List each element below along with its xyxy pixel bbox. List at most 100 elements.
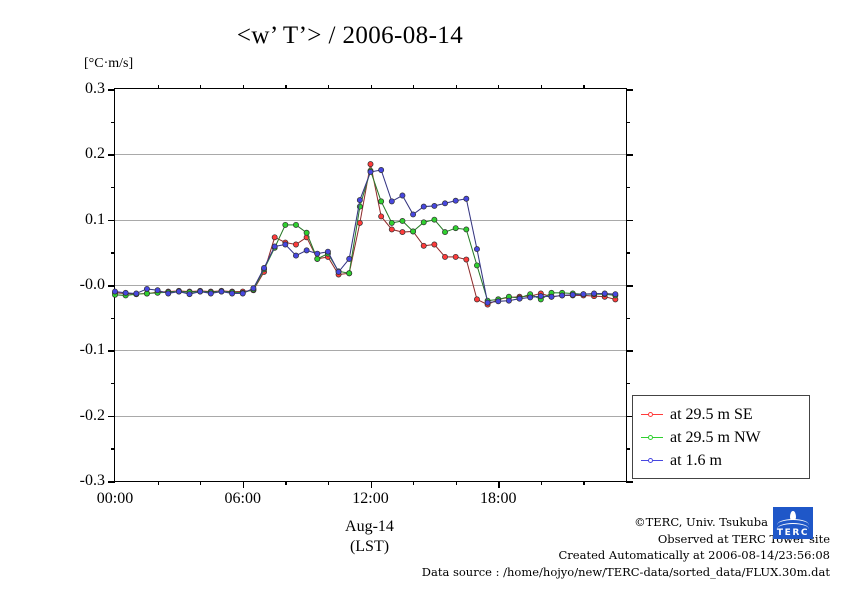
- data-point-marker: [261, 265, 267, 271]
- x-axis-minor-tick: [285, 85, 287, 89]
- data-point-marker: [420, 219, 427, 226]
- y-axis-tick: [626, 481, 633, 483]
- legend-point-marker: [648, 411, 653, 417]
- data-point-marker: [133, 290, 140, 297]
- data-point-marker: [431, 216, 438, 223]
- data-point-marker: [569, 291, 576, 298]
- data-point-marker: [399, 218, 406, 224]
- data-point-marker: [367, 169, 374, 175]
- gridline: [115, 154, 626, 156]
- x-axis-minor-tick: [540, 481, 543, 485]
- data-point-marker: [154, 287, 161, 294]
- x-axis-minor-tick: [498, 85, 500, 89]
- y-axis-tick: [626, 154, 633, 156]
- data-point-marker: [442, 229, 448, 236]
- data-point-marker: [388, 226, 395, 233]
- data-point-marker: [442, 253, 448, 260]
- data-series: [112, 167, 619, 306]
- wave-line-icon: [777, 523, 809, 529]
- x-axis-minor-tick: [413, 481, 415, 485]
- data-point-marker: [463, 195, 470, 202]
- data-point-marker: [463, 226, 470, 233]
- gridline: [115, 415, 626, 417]
- data-point-marker: [431, 241, 438, 248]
- footer-observed-at: Observed at TERC Tower site: [657, 531, 830, 546]
- y-axis-tick-label: -0.0: [79, 276, 105, 293]
- y-axis-tick: [108, 154, 115, 156]
- y-axis-tick-label: -0.1: [79, 341, 105, 359]
- data-point-marker: [282, 241, 289, 248]
- x-axis-label-date: Aug-14: [345, 518, 394, 535]
- data-series-layer: [112, 161, 619, 308]
- x-axis-minor-tick: [157, 481, 159, 485]
- y-axis-minor-tick: [626, 317, 630, 319]
- y-axis-tick: [626, 219, 633, 222]
- data-point-marker: [271, 234, 278, 241]
- y-axis-minor-tick: [626, 187, 630, 189]
- y-axis-minor-tick: [626, 383, 630, 385]
- data-point-marker: [591, 290, 598, 297]
- data-point-marker: [527, 294, 534, 301]
- data-point-marker: [324, 248, 331, 255]
- gridline: [115, 219, 626, 221]
- data-point-marker: [122, 289, 129, 296]
- x-axis-minor-tick: [327, 85, 330, 89]
- x-axis-minor-tick: [455, 85, 457, 89]
- y-axis-tick-label: 0.2: [85, 145, 105, 163]
- x-axis-label-timezone: (LST): [349, 538, 390, 555]
- legend-marker-icon: [641, 456, 663, 466]
- data-point-marker: [378, 167, 385, 173]
- data-point-marker: [580, 291, 587, 298]
- terc-logo-icon: TERC: [773, 507, 813, 539]
- x-axis-tick: [498, 481, 500, 488]
- data-point-marker: [612, 291, 619, 298]
- x-axis-minor-tick: [583, 481, 585, 485]
- wave-line-icon: [777, 519, 809, 525]
- footer: ©TERC, Univ. Tsukuba Observed at TERC To…: [360, 514, 830, 580]
- footer-copyright: ©TERC, Univ. Tsukuba: [634, 515, 768, 529]
- data-point-marker: [112, 288, 118, 295]
- data-point-marker: [495, 298, 502, 305]
- data-point-marker: [378, 198, 385, 205]
- legend-point-marker: [648, 434, 653, 440]
- y-axis-minor-tick: [626, 448, 630, 450]
- data-point-marker: [335, 268, 342, 275]
- legend-item-label: at 1.6 m: [670, 451, 722, 469]
- data-point-marker: [463, 256, 470, 263]
- data-point-marker: [356, 197, 363, 204]
- x-axis-minor-tick: [285, 481, 287, 485]
- gridline: [115, 285, 626, 286]
- data-point-marker: [516, 295, 523, 302]
- data-point-marker: [537, 293, 544, 300]
- x-axis-minor-tick: [413, 85, 415, 89]
- data-point-marker: [505, 297, 512, 304]
- x-axis-caption: Aug-14 (LST): [114, 517, 625, 557]
- y-axis-minor-tick: [626, 252, 630, 254]
- y-axis-unit-label: [°C·m/s]: [84, 56, 134, 71]
- x-axis-minor-tick: [242, 85, 244, 89]
- water-drop-icon: [790, 511, 796, 520]
- data-point-marker: [367, 161, 374, 168]
- data-point-marker: [452, 253, 459, 260]
- footer-data-source: Data source : /home/hojyo/new/TERC-data/…: [421, 564, 830, 579]
- data-point-marker: [282, 221, 289, 228]
- x-axis-minor-tick: [327, 481, 330, 485]
- data-point-marker: [197, 288, 204, 295]
- y-axis-tick: [108, 219, 115, 222]
- legend-point-marker: [648, 457, 653, 463]
- legend-item-label: at 29.5 m NW: [670, 428, 761, 446]
- y-axis-tick: [108, 350, 115, 352]
- y-axis-minor-tick: [111, 187, 115, 189]
- legend-item: at 1.6 m: [641, 449, 809, 472]
- y-axis-tick-label: -0.3: [79, 472, 105, 489]
- y-axis-minor-tick: [111, 121, 115, 123]
- data-point-marker: [484, 299, 491, 306]
- x-axis-minor-tick: [157, 85, 159, 89]
- y-axis-tick-label: 0.3: [85, 80, 105, 97]
- data-point-marker: [186, 291, 193, 298]
- data-point-marker: [293, 241, 299, 248]
- data-point-marker: [420, 203, 427, 210]
- series-line: [114, 168, 616, 302]
- y-axis-tick: [626, 415, 633, 418]
- data-point-marker: [399, 192, 406, 199]
